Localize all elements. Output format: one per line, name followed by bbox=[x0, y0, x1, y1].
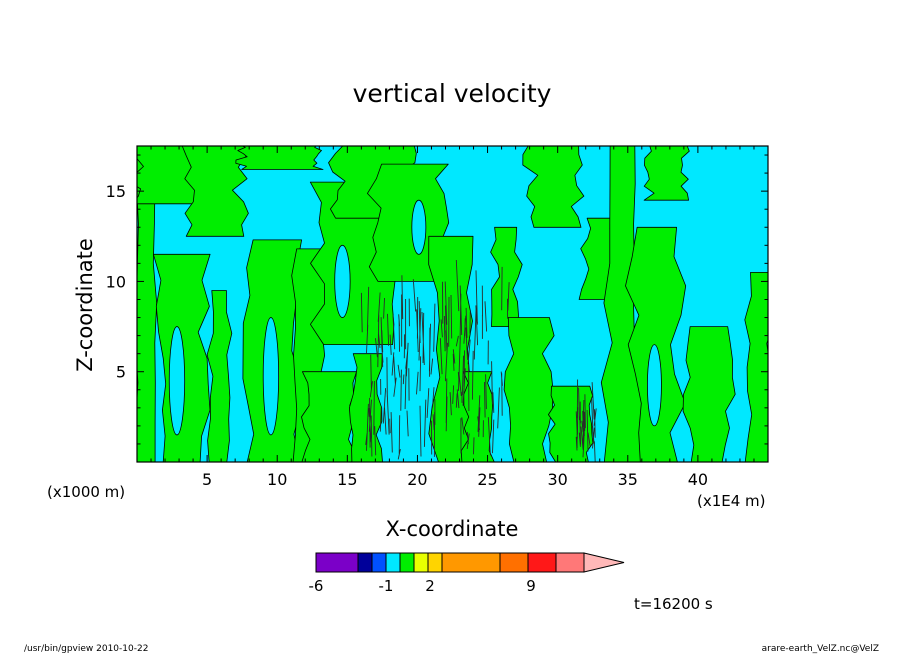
colorbar-segment bbox=[527, 552, 557, 573]
positive-region-4 bbox=[181, 146, 249, 237]
convective-texture bbox=[360, 259, 597, 462]
positive-region-13 bbox=[349, 353, 383, 462]
y-axis-label: Z-coordinate bbox=[73, 238, 97, 372]
colorbar-label: -1 bbox=[379, 577, 394, 595]
colorbar-segment bbox=[555, 552, 585, 573]
field-layer bbox=[137, 146, 768, 462]
colorbar-segment bbox=[315, 552, 359, 573]
time-label: t=16200 s bbox=[634, 595, 713, 613]
colorbar-segment bbox=[427, 552, 443, 573]
colorbar-segment bbox=[499, 552, 529, 573]
x-tick-label: 15 bbox=[337, 470, 357, 489]
footer-right: arare-earth_VelZ.nc@VelZ bbox=[762, 644, 879, 654]
negative-pocket-4 bbox=[411, 199, 427, 255]
positive-region-25 bbox=[744, 272, 768, 462]
x-tick-label: 30 bbox=[547, 470, 567, 489]
negative-pocket-5 bbox=[647, 344, 662, 427]
colorbar-segment bbox=[385, 552, 401, 573]
y-tick-label: 15 bbox=[106, 182, 126, 201]
y-tick-label: 10 bbox=[106, 272, 126, 291]
x-tick-label: 35 bbox=[618, 470, 638, 489]
chart-title: vertical velocity bbox=[353, 79, 552, 108]
colorbar-label: -6 bbox=[309, 577, 324, 595]
positive-region-24 bbox=[682, 326, 736, 462]
texture-lines bbox=[360, 259, 597, 462]
colorbar-label: 9 bbox=[526, 577, 536, 595]
positive-region-9 bbox=[301, 371, 357, 462]
footer-left: /usr/bin/gpview 2010-10-22 bbox=[24, 644, 148, 654]
x-unit-left: (x1000 m) bbox=[47, 483, 125, 501]
positive-region-14 bbox=[428, 235, 474, 462]
axis-ticks: 5 10 15 20 25 30 35 40 5 10 15 bbox=[106, 146, 768, 489]
x-unit-right: (x1E4 m) bbox=[697, 492, 766, 510]
positive-region-17 bbox=[503, 317, 555, 462]
colorbar-segment bbox=[399, 552, 415, 573]
y-tick-label: 5 bbox=[116, 363, 126, 382]
positive-region-5 bbox=[206, 290, 233, 462]
colorbar-segment bbox=[357, 552, 373, 573]
x-tick-label: 5 bbox=[202, 470, 212, 489]
x-tick-label: 20 bbox=[407, 470, 427, 489]
negative-pocket-1 bbox=[168, 326, 186, 436]
x-tick-label: 40 bbox=[688, 470, 708, 489]
x-tick-label: 10 bbox=[267, 470, 287, 489]
colorbar-arrow bbox=[583, 552, 625, 573]
positive-region-16 bbox=[490, 226, 523, 327]
positive-region-6 bbox=[235, 146, 324, 170]
colorbar-segment bbox=[371, 552, 387, 573]
contour-field bbox=[137, 146, 768, 462]
colorbar-segment bbox=[441, 552, 501, 573]
colorbar-segment bbox=[413, 552, 429, 573]
negative-pocket-3 bbox=[334, 244, 351, 318]
colorbar: -6 -1 2 9 bbox=[309, 552, 625, 595]
positive-region-22 bbox=[625, 226, 687, 462]
positive-region-18 bbox=[522, 146, 585, 228]
colorbar-label: 2 bbox=[425, 577, 435, 595]
x-axis-label: X-coordinate bbox=[386, 517, 519, 541]
plot-frame bbox=[136, 145, 769, 463]
positive-region-19 bbox=[548, 385, 594, 462]
negative-pocket-2 bbox=[262, 317, 280, 436]
positive-region-1 bbox=[137, 146, 158, 462]
x-tick-label: 25 bbox=[477, 470, 497, 489]
positive-region-23 bbox=[643, 146, 690, 201]
